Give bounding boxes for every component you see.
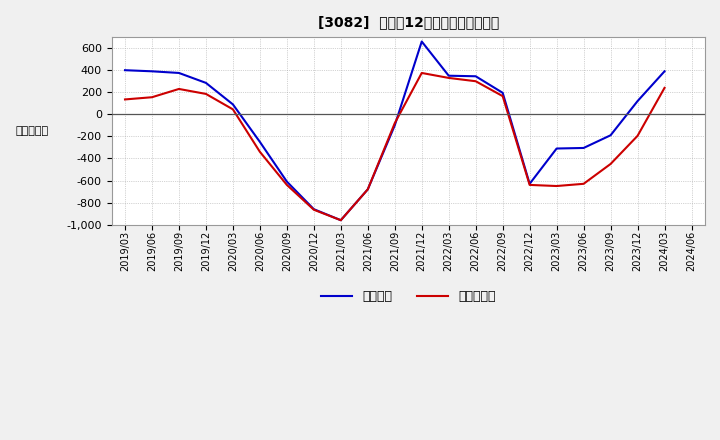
経常利益 [552,146,561,151]
当期純利益 [121,97,130,102]
Title: [3082]  利益の12か月移動合計の推移: [3082] 利益の12か月移動合計の推移 [318,15,499,29]
Legend: 経常利益, 当期純利益: 経常利益, 当期純利益 [316,286,500,308]
当期純利益 [418,70,426,76]
経常利益 [390,123,399,128]
経常利益 [606,132,615,138]
当期純利益 [580,181,588,187]
経常利益 [364,187,372,192]
経常利益 [175,70,184,76]
当期純利益 [148,95,156,100]
当期純利益 [552,183,561,189]
Line: 経常利益: 経常利益 [125,41,665,220]
当期純利益 [472,79,480,84]
経常利益 [121,68,130,73]
当期純利益 [390,121,399,126]
当期純利益 [202,91,210,96]
当期純利益 [336,217,345,223]
経常利益 [498,90,507,95]
経常利益 [472,73,480,79]
Y-axis label: （百万円）: （百万円） [15,126,48,136]
経常利益 [580,145,588,150]
経常利益 [202,80,210,85]
経常利益 [256,139,264,144]
当期純利益 [444,75,453,81]
当期純利益 [364,187,372,192]
当期純利益 [606,161,615,167]
当期純利益 [660,85,669,91]
当期純利益 [228,107,237,112]
当期純利益 [256,149,264,154]
経常利益 [310,206,318,212]
経常利益 [526,181,534,187]
経常利益 [228,102,237,107]
経常利益 [444,73,453,78]
当期純利益 [175,86,184,92]
経常利益 [633,99,642,104]
当期純利益 [633,133,642,139]
当期純利益 [526,182,534,187]
経常利益 [660,69,669,74]
経常利益 [148,69,156,74]
当期純利益 [498,93,507,99]
経常利益 [418,39,426,44]
経常利益 [282,179,291,184]
Line: 当期純利益: 当期純利益 [125,73,665,220]
当期純利益 [310,207,318,213]
経常利益 [336,217,345,223]
当期純利益 [282,182,291,187]
